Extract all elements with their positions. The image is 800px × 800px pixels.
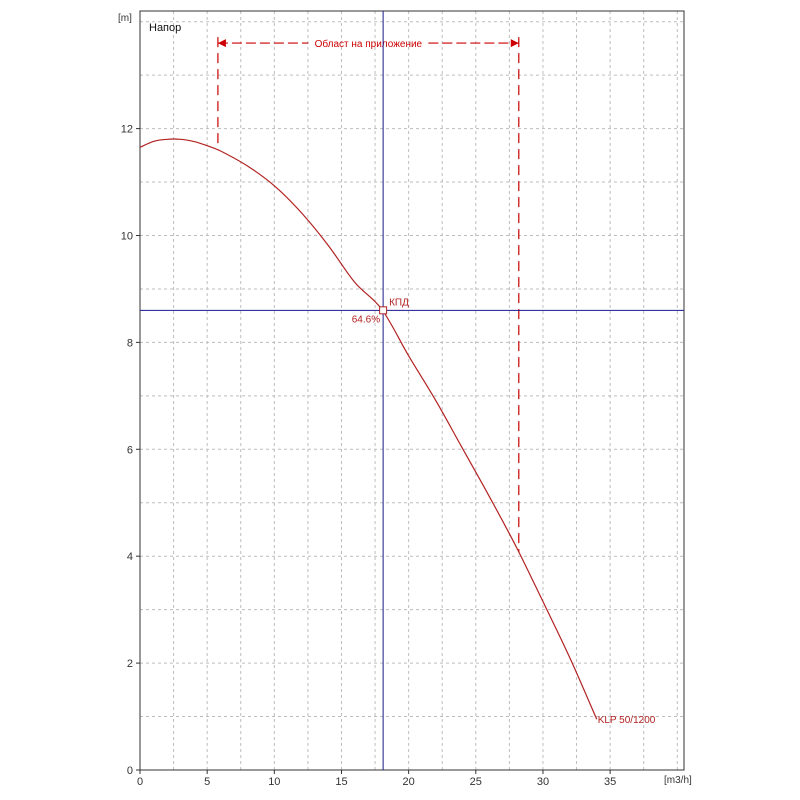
- efficiency-label: КПД: [389, 297, 409, 308]
- series-curves: KLP 50/1200: [139, 138, 656, 726]
- x-tick-label: 5: [204, 776, 210, 788]
- y-tick-label: 6: [127, 444, 133, 456]
- y-tick-label: 10: [121, 230, 133, 242]
- x-tick-label: 20: [403, 776, 415, 788]
- y-tick-label: 8: [127, 337, 133, 349]
- x-tick-label: 0: [137, 776, 143, 788]
- x-tick-label: 15: [335, 776, 347, 788]
- y-axis-unit-label: [m]: [118, 13, 132, 24]
- series-line-klp-50-1200: [139, 138, 598, 720]
- chart-title: Напор: [149, 22, 181, 34]
- efficiency-value: 64.6%: [352, 314, 380, 325]
- series-label: KLP 50/1200: [598, 715, 656, 726]
- axis-ticks: 0 5 10 15 20 25 30 35 0 2 4 6 8 10 12: [121, 124, 616, 788]
- application-range: Област на приложение: [217, 37, 520, 553]
- plot-border: [139, 10, 685, 771]
- y-tick-label: 2: [127, 658, 133, 670]
- range-arrow-right: [510, 39, 519, 48]
- x-tick-label: 30: [537, 776, 549, 788]
- x-tick-label: 35: [604, 776, 616, 788]
- x-tick-label: 25: [470, 776, 482, 788]
- operating-point-marker: [379, 306, 388, 315]
- y-tick-label: 12: [121, 124, 133, 136]
- y-tick-label: 0: [127, 765, 133, 777]
- grid-lines: [140, 11, 684, 770]
- y-tick-label: 4: [127, 551, 133, 563]
- range-arrow-left: [217, 39, 226, 48]
- x-axis-unit-label: [m3/h]: [664, 775, 692, 786]
- operating-point: КПД 64.6%: [140, 11, 684, 770]
- x-tick-label: 10: [268, 776, 280, 788]
- range-label: Област на приложение: [315, 38, 423, 50]
- plot-frame: [139, 10, 685, 771]
